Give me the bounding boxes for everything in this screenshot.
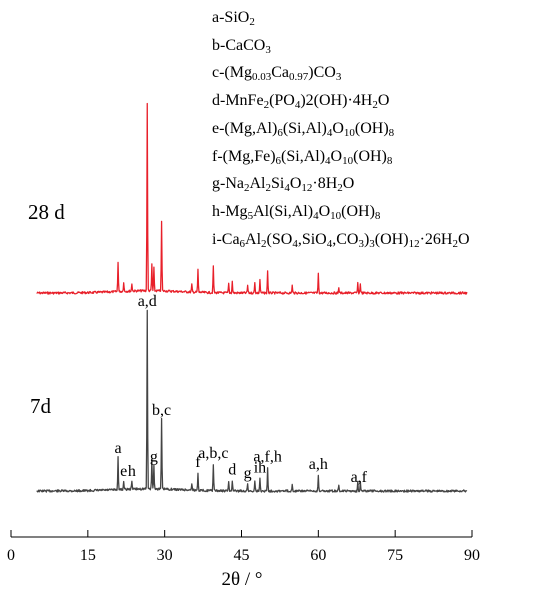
- legend-entry-d: d-MnFe2(PO4)2(OH)·4H2O: [212, 92, 390, 112]
- peak-annotation: g: [244, 465, 252, 482]
- peak-annotation: a: [114, 440, 121, 457]
- peak-annotation: a,f,h: [253, 449, 281, 466]
- x-axis: 0 15 30 45 60 75 90 2θ / °: [7, 530, 480, 590]
- phase-legend: a-SiO2 b-CaCO3 c-(Mg0.03Ca0.97)CO3 d-MnF…: [212, 4, 548, 253]
- peak-annotations: ae ha,dgb,cfa,b,cd g iha,f,h a,ha,f: [114, 293, 367, 486]
- x-tick-label: 0: [7, 547, 15, 564]
- peak-annotation: d: [228, 461, 236, 478]
- peak-annotation: h: [128, 463, 136, 480]
- peak-annotation: a,d: [138, 293, 157, 310]
- legend-entry-g: g-Na2Al2Si4O12·8H2O: [212, 175, 355, 195]
- peak-annotation: b,c: [152, 402, 171, 419]
- legend-entry-i: i-Ca6Al2(SO4,SiO4,CO3)3(OH)12·26H2O: [212, 230, 470, 250]
- peak-annotation: a,h: [309, 456, 328, 473]
- legend-entry-b: b-CaCO3: [212, 36, 271, 56]
- peak-annotation: e: [120, 463, 127, 480]
- xrd-traces: [36, 102, 468, 493]
- x-axis-ticks: 0 15 30 45 60 75 90: [7, 530, 480, 564]
- legend-entry-f: f-(Mg,Fe)6(Si,Al)4O10(OH)8: [212, 147, 393, 167]
- x-tick-label: 90: [464, 547, 480, 564]
- peak-annotation: ih: [254, 459, 266, 476]
- legend-entry-h: h-Mg5Al(Si,Al)4O10(OH)8: [212, 202, 381, 222]
- series-line-7d: [36, 309, 468, 493]
- peak-annotation: a,b,c: [198, 445, 228, 462]
- x-tick-label: 30: [157, 547, 173, 564]
- peak-annotation: f: [195, 454, 201, 471]
- x-tick-label: 45: [234, 547, 250, 564]
- peak-annotation: g: [150, 449, 158, 466]
- series-label-7d: 7d: [30, 394, 51, 418]
- legend-entry-a: a-SiO2: [212, 9, 255, 28]
- series-label-28d: 28 d: [28, 200, 65, 224]
- x-tick-label: 15: [80, 547, 96, 564]
- peak-annotation: a,f: [351, 469, 368, 486]
- x-tick-label: 60: [310, 547, 326, 564]
- series-line-28d: [36, 102, 468, 295]
- legend-entry-c: c-(Mg0.03Ca0.97)CO3: [212, 64, 342, 84]
- x-tick-label: 75: [387, 547, 403, 564]
- legend-entry-e: e-(Mg,Al)6(Si,Al)4O10(OH)8: [212, 119, 395, 139]
- x-axis-label: 2θ / °: [222, 569, 263, 590]
